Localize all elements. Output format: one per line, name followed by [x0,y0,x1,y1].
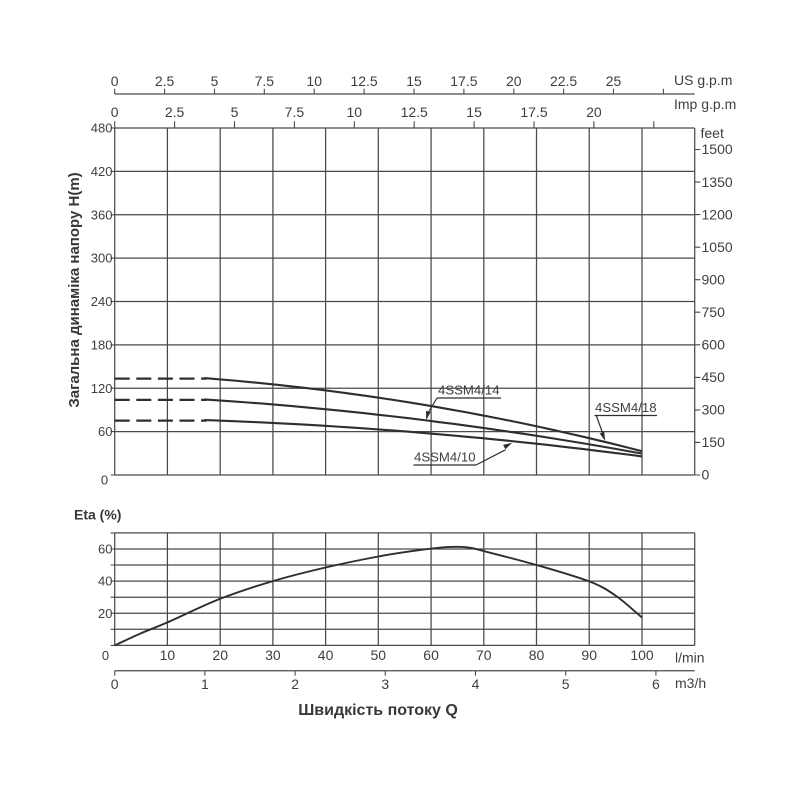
svg-text:20: 20 [98,606,112,621]
svg-text:60: 60 [98,542,112,557]
svg-text:420: 420 [91,164,113,179]
svg-text:2.5: 2.5 [165,104,185,120]
svg-text:900: 900 [702,271,726,287]
svg-text:40: 40 [98,574,112,589]
svg-text:1: 1 [201,676,209,692]
svg-text:4: 4 [472,676,480,692]
svg-text:25: 25 [606,73,622,89]
svg-text:Imp g.p.m: Imp g.p.m [674,96,736,112]
svg-text:Швидкість потоку Q: Швидкість потоку Q [298,702,458,719]
svg-text:20: 20 [212,647,228,663]
svg-text:Eta (%): Eta (%) [74,507,121,523]
svg-text:0: 0 [111,73,119,89]
svg-text:5: 5 [231,104,239,120]
svg-text:17.5: 17.5 [450,73,477,89]
svg-text:450: 450 [702,369,726,385]
svg-text:12.5: 12.5 [350,73,377,89]
svg-text:120: 120 [91,381,113,396]
svg-text:60: 60 [98,424,112,439]
svg-text:750: 750 [702,304,726,320]
svg-text:5: 5 [562,676,570,692]
svg-text:80: 80 [529,647,545,663]
svg-text:1200: 1200 [702,206,733,222]
svg-text:4SSM4/18: 4SSM4/18 [595,400,657,415]
svg-text:7.5: 7.5 [285,104,305,120]
svg-text:10: 10 [347,104,363,120]
svg-text:0: 0 [111,104,119,120]
svg-text:20: 20 [506,73,522,89]
svg-text:0: 0 [102,648,109,663]
svg-text:150: 150 [702,434,726,450]
svg-text:22.5: 22.5 [550,73,577,89]
svg-text:17.5: 17.5 [520,104,547,120]
svg-text:40: 40 [318,647,334,663]
svg-text:2: 2 [291,676,299,692]
svg-text:300: 300 [702,402,726,418]
svg-text:6: 6 [652,676,660,692]
svg-text:300: 300 [91,251,113,266]
svg-text:240: 240 [91,294,113,309]
svg-text:50: 50 [371,647,387,663]
svg-text:15: 15 [466,104,482,120]
svg-text:0: 0 [111,676,119,692]
svg-text:15: 15 [406,73,422,89]
svg-text:5: 5 [211,73,219,89]
svg-text:0: 0 [702,467,710,483]
svg-text:10: 10 [160,647,176,663]
svg-text:1350: 1350 [702,174,733,190]
svg-text:7.5: 7.5 [255,73,275,89]
svg-text:Загальна динаміка напору H(m): Загальна динаміка напору H(m) [66,172,83,407]
svg-text:feet: feet [701,125,724,141]
svg-text:10: 10 [306,73,322,89]
svg-text:180: 180 [91,338,113,353]
svg-text:US g.p.m: US g.p.m [674,72,732,88]
svg-text:1050: 1050 [702,239,733,255]
svg-text:1500: 1500 [702,141,733,157]
svg-text:360: 360 [91,207,113,222]
svg-text:480: 480 [91,121,113,136]
svg-text:m3/h: m3/h [675,675,706,691]
svg-text:0: 0 [101,472,108,487]
svg-text:20: 20 [586,104,602,120]
svg-text:90: 90 [581,647,597,663]
svg-text:4SSM4/14: 4SSM4/14 [438,383,500,398]
svg-text:4SSM4/10: 4SSM4/10 [414,450,476,465]
svg-text:2.5: 2.5 [155,73,175,89]
svg-text:3: 3 [381,676,389,692]
svg-text:12.5: 12.5 [401,104,428,120]
svg-text:30: 30 [265,647,281,663]
svg-text:l/min: l/min [675,650,705,666]
svg-text:600: 600 [702,337,726,353]
svg-text:100: 100 [630,647,654,663]
svg-text:70: 70 [476,647,492,663]
svg-text:60: 60 [423,647,439,663]
